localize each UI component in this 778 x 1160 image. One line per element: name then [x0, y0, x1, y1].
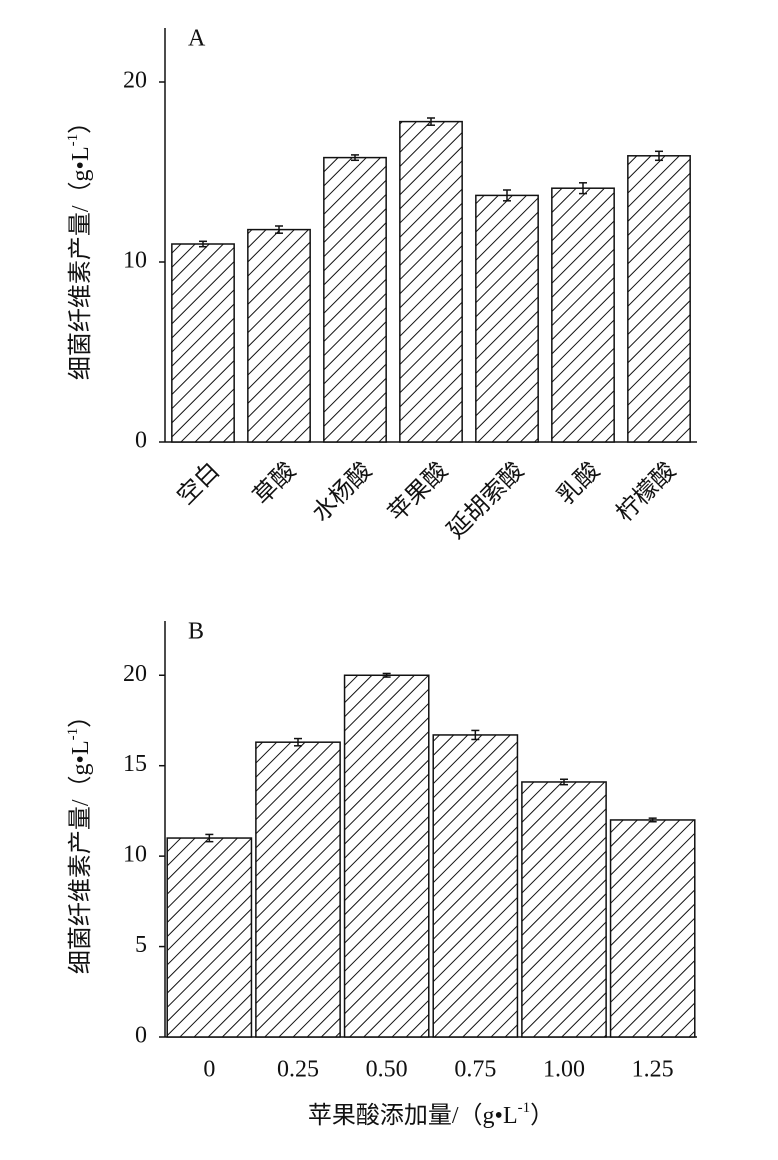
bar [247, 228, 311, 443]
bar [432, 734, 519, 1038]
x-tick-label: 空白 [172, 457, 225, 510]
x-tick-label: 0 [203, 1057, 215, 1083]
y-tick-label: 20 [123, 68, 147, 94]
bar [343, 674, 430, 1038]
y-axis-label-part: 细菌纤维素产量/（g•L [67, 740, 94, 974]
bar [609, 819, 696, 1038]
y-axis-label-part: -1 [65, 728, 81, 741]
y-axis-label-part: ） [68, 110, 94, 134]
bar [166, 837, 253, 1038]
x-axis-label-part: ） [530, 1103, 554, 1129]
y-axis-label: 细菌纤维素产量/（g•L-1） [65, 704, 93, 974]
x-axis-label-part: -1 [518, 1100, 531, 1116]
panel-label: A [188, 26, 206, 52]
x-tick-label: 0.25 [277, 1057, 319, 1083]
x-tick-label: 柠檬酸 [611, 457, 681, 527]
bar [323, 156, 387, 443]
y-axis-label-part: 细菌纤维素产量/（g•L [67, 146, 94, 380]
panel-label: B [188, 619, 204, 645]
x-tick-label: 0.75 [454, 1057, 496, 1083]
x-tick-label: 苹果酸 [383, 457, 453, 527]
x-tick-label: 水杨酸 [307, 457, 377, 527]
x-tick-label: 1.25 [632, 1057, 674, 1083]
y-axis-label-part: ） [68, 704, 94, 728]
y-tick-label: 20 [123, 661, 147, 687]
bar [171, 243, 235, 443]
x-axis-label-part: 苹果酸添加量/（g•L [308, 1102, 518, 1129]
x-tick-label: 0.50 [366, 1057, 408, 1083]
y-tick-label: 15 [123, 751, 147, 777]
x-axis-label: 苹果酸添加量/（g•L-1） [308, 1100, 554, 1128]
x-tick-label: 乳酸 [552, 457, 605, 510]
bar [521, 781, 607, 1038]
y-axis-label-part: -1 [65, 134, 81, 147]
bar [551, 187, 615, 443]
y-tick-label: 0 [135, 428, 147, 454]
x-tick-label: 延胡索酸 [442, 457, 529, 544]
x-tick-label: 草酸 [248, 457, 301, 510]
bar [399, 120, 463, 443]
bar [255, 741, 341, 1038]
y-tick-label: 0 [135, 1023, 147, 1049]
y-tick-label: 10 [123, 248, 147, 274]
bar [627, 155, 691, 443]
x-tick-label: 1.00 [543, 1057, 585, 1083]
y-tick-label: 5 [135, 932, 147, 958]
bar [475, 194, 539, 443]
y-axis-label: 细菌纤维素产量/（g•L-1） [65, 110, 93, 380]
y-tick-label: 10 [123, 842, 147, 868]
